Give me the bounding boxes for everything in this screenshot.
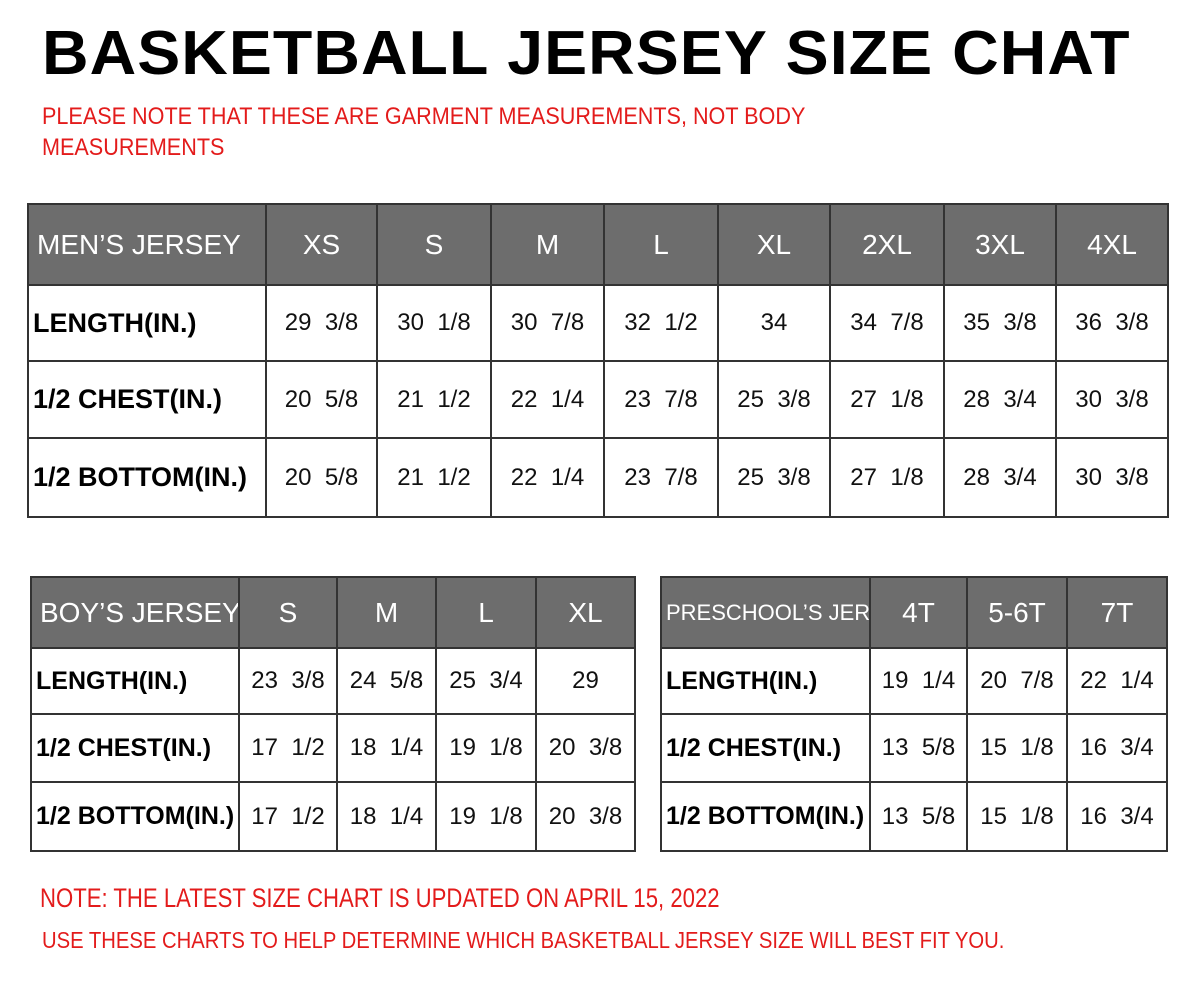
- fit-note: USE THESE CHARTS TO HELP DETERMINE WHICH…: [42, 927, 1005, 953]
- measurement-value: 32 1/2: [603, 284, 719, 362]
- size-header: XS: [265, 203, 378, 286]
- measurement-value: 34 7/8: [829, 284, 945, 362]
- measurement-label: 1/2 CHEST(IN.): [660, 713, 871, 783]
- size-header: L: [435, 576, 537, 649]
- table-row: 1/2 CHEST(IN.) 17 1/2 18 1/4 19 1/8 20 3/8: [30, 713, 636, 783]
- table-row: LENGTH(IN.) 19 1/4 20 7/8 22 1/4: [660, 647, 1168, 715]
- measurement-value: 23 7/8: [603, 360, 719, 439]
- table-row: 1/2 BOTTOM(IN.) 17 1/2 18 1/4 19 1/8 20 3/8: [30, 781, 636, 852]
- measurement-value: 16 3/4: [1066, 713, 1168, 783]
- mens-jersey-table: MEN’S JERSEY XS S M L XL 2XL 3XL 4XL LENGTH(IN.) 2…: [27, 203, 1169, 518]
- table-row: 1/2 CHEST(IN.) 20 5/8 21 1/2 22 1/4 23 7/8 25…: [27, 360, 1169, 439]
- measurement-value: 16 3/4: [1066, 781, 1168, 852]
- measurement-label: 1/2 BOTTOM(IN.): [27, 437, 267, 518]
- measurement-value: 35 3/8: [943, 284, 1057, 362]
- measurement-label: 1/2 BOTTOM(IN.): [660, 781, 871, 852]
- garment-note-line2: MEASUREMENTS: [42, 134, 225, 161]
- measurement-value: 21 1/2: [376, 437, 492, 518]
- measurement-value: 36 3/8: [1055, 284, 1169, 362]
- measurement-value: 24 5/8: [336, 647, 437, 715]
- measurement-value: 19 1/8: [435, 713, 537, 783]
- size-header: 7T: [1066, 576, 1168, 649]
- update-note: NOTE: THE LATEST SIZE CHART IS UPDATED O…: [40, 883, 720, 913]
- measurement-value: 20 5/8: [265, 437, 378, 518]
- size-header: M: [490, 203, 605, 286]
- measurement-label: 1/2 CHEST(IN.): [27, 360, 267, 439]
- measurement-value: 30 1/8: [376, 284, 492, 362]
- table-label: MEN’S JERSEY: [27, 203, 267, 286]
- measurement-value: 20 3/8: [535, 781, 636, 852]
- measurement-label: 1/2 BOTTOM(IN.): [30, 781, 240, 852]
- header-row: MEN’S JERSEY XS S M L XL 2XL 3XL 4XL: [27, 203, 1169, 286]
- measurement-label: LENGTH(IN.): [660, 647, 871, 715]
- preschool-jersey-table: PRESCHOOL’S JERSEY4T5-6T7TLENGTH(IN.)19 …: [660, 576, 1168, 852]
- measurement-value: 30 3/8: [1055, 360, 1169, 439]
- measurement-value: 27 1/8: [829, 437, 945, 518]
- measurement-value: 30 7/8: [490, 284, 605, 362]
- table-label: BOY’S JERSEY: [30, 576, 240, 649]
- measurement-value: 29 3/8: [265, 284, 378, 362]
- measurement-value: 22 1/4: [490, 437, 605, 518]
- size-header: 5-6T: [966, 576, 1068, 649]
- measurement-value: 20 7/8: [966, 647, 1068, 715]
- measurement-value: 17 1/2: [238, 713, 338, 783]
- size-header: S: [238, 576, 338, 649]
- measurement-value: 17 1/2: [238, 781, 338, 852]
- measurement-value: 25 3/8: [717, 437, 831, 518]
- header-row: BOY’S JERSEY S M L XL: [30, 576, 636, 649]
- measurement-value: 25 3/8: [717, 360, 831, 439]
- measurement-value: 18 1/4: [336, 781, 437, 852]
- measurement-value: 23 3/8: [238, 647, 338, 715]
- garment-note-line1: PLEASE NOTE THAT THESE ARE GARMENT MEASU…: [42, 103, 806, 130]
- size-header: S: [376, 203, 492, 286]
- table-row: 1/2 BOTTOM(IN.) 13 5/8 15 1/8 16 3/4: [660, 781, 1168, 852]
- boys-jersey-table: BOY’S JERSEY S M L XL LENGTH(IN.) 23 3/8 24 5/8…: [30, 576, 636, 852]
- measurement-value: 13 5/8: [869, 713, 968, 783]
- measurement-value: 13 5/8: [869, 781, 968, 852]
- measurement-value: 21 1/2: [376, 360, 492, 439]
- table-row: LENGTH(IN.) 29 3/8 30 1/8 30 7/8 32 1/2 34 34 …: [27, 284, 1169, 362]
- measurement-value: 19 1/8: [435, 781, 537, 852]
- measurement-label: LENGTH(IN.): [27, 284, 267, 362]
- size-header: M: [336, 576, 437, 649]
- table-row: 1/2 BOTTOM(IN.) 20 5/8 21 1/2 22 1/4 23 7/8 2…: [27, 437, 1169, 518]
- measurement-value: 20 5/8: [265, 360, 378, 439]
- measurement-value: 22 1/4: [490, 360, 605, 439]
- measurement-value: 20 3/8: [535, 713, 636, 783]
- size-header: 4XL: [1055, 203, 1169, 286]
- size-header: XL: [717, 203, 831, 286]
- size-header: XL: [535, 576, 636, 649]
- table-row: 1/2 CHEST(IN.) 13 5/8 15 1/8 16 3/4: [660, 713, 1168, 783]
- measurement-value: 19 1/4: [869, 647, 968, 715]
- size-header: 4T: [869, 576, 968, 649]
- measurement-value: 27 1/8: [829, 360, 945, 439]
- size-header: 3XL: [943, 203, 1057, 286]
- measurement-value: 30 3/8: [1055, 437, 1169, 518]
- measurement-label: 1/2 CHEST(IN.): [30, 713, 240, 783]
- size-header: L: [603, 203, 719, 286]
- measurement-label: LENGTH(IN.): [30, 647, 240, 715]
- measurement-value: 34: [717, 284, 831, 362]
- measurement-value: 28 3/4: [943, 437, 1057, 518]
- measurement-value: 22 1/4: [1066, 647, 1168, 715]
- measurement-value: 28 3/4: [943, 360, 1057, 439]
- measurement-value: 29: [535, 647, 636, 715]
- measurement-value: 23 7/8: [603, 437, 719, 518]
- table-row: LENGTH(IN.) 23 3/8 24 5/8 25 3/4 29: [30, 647, 636, 715]
- measurement-value: 25 3/4: [435, 647, 537, 715]
- measurement-value: 15 1/8: [966, 713, 1068, 783]
- measurement-value: 18 1/4: [336, 713, 437, 783]
- size-header: 2XL: [829, 203, 945, 286]
- measurement-value: 15 1/8: [966, 781, 1068, 852]
- page-title: BASKETBALL JERSEY SIZE CHAT: [42, 19, 1131, 88]
- table-label: PRESCHOOL’S JERSEY: [660, 576, 871, 649]
